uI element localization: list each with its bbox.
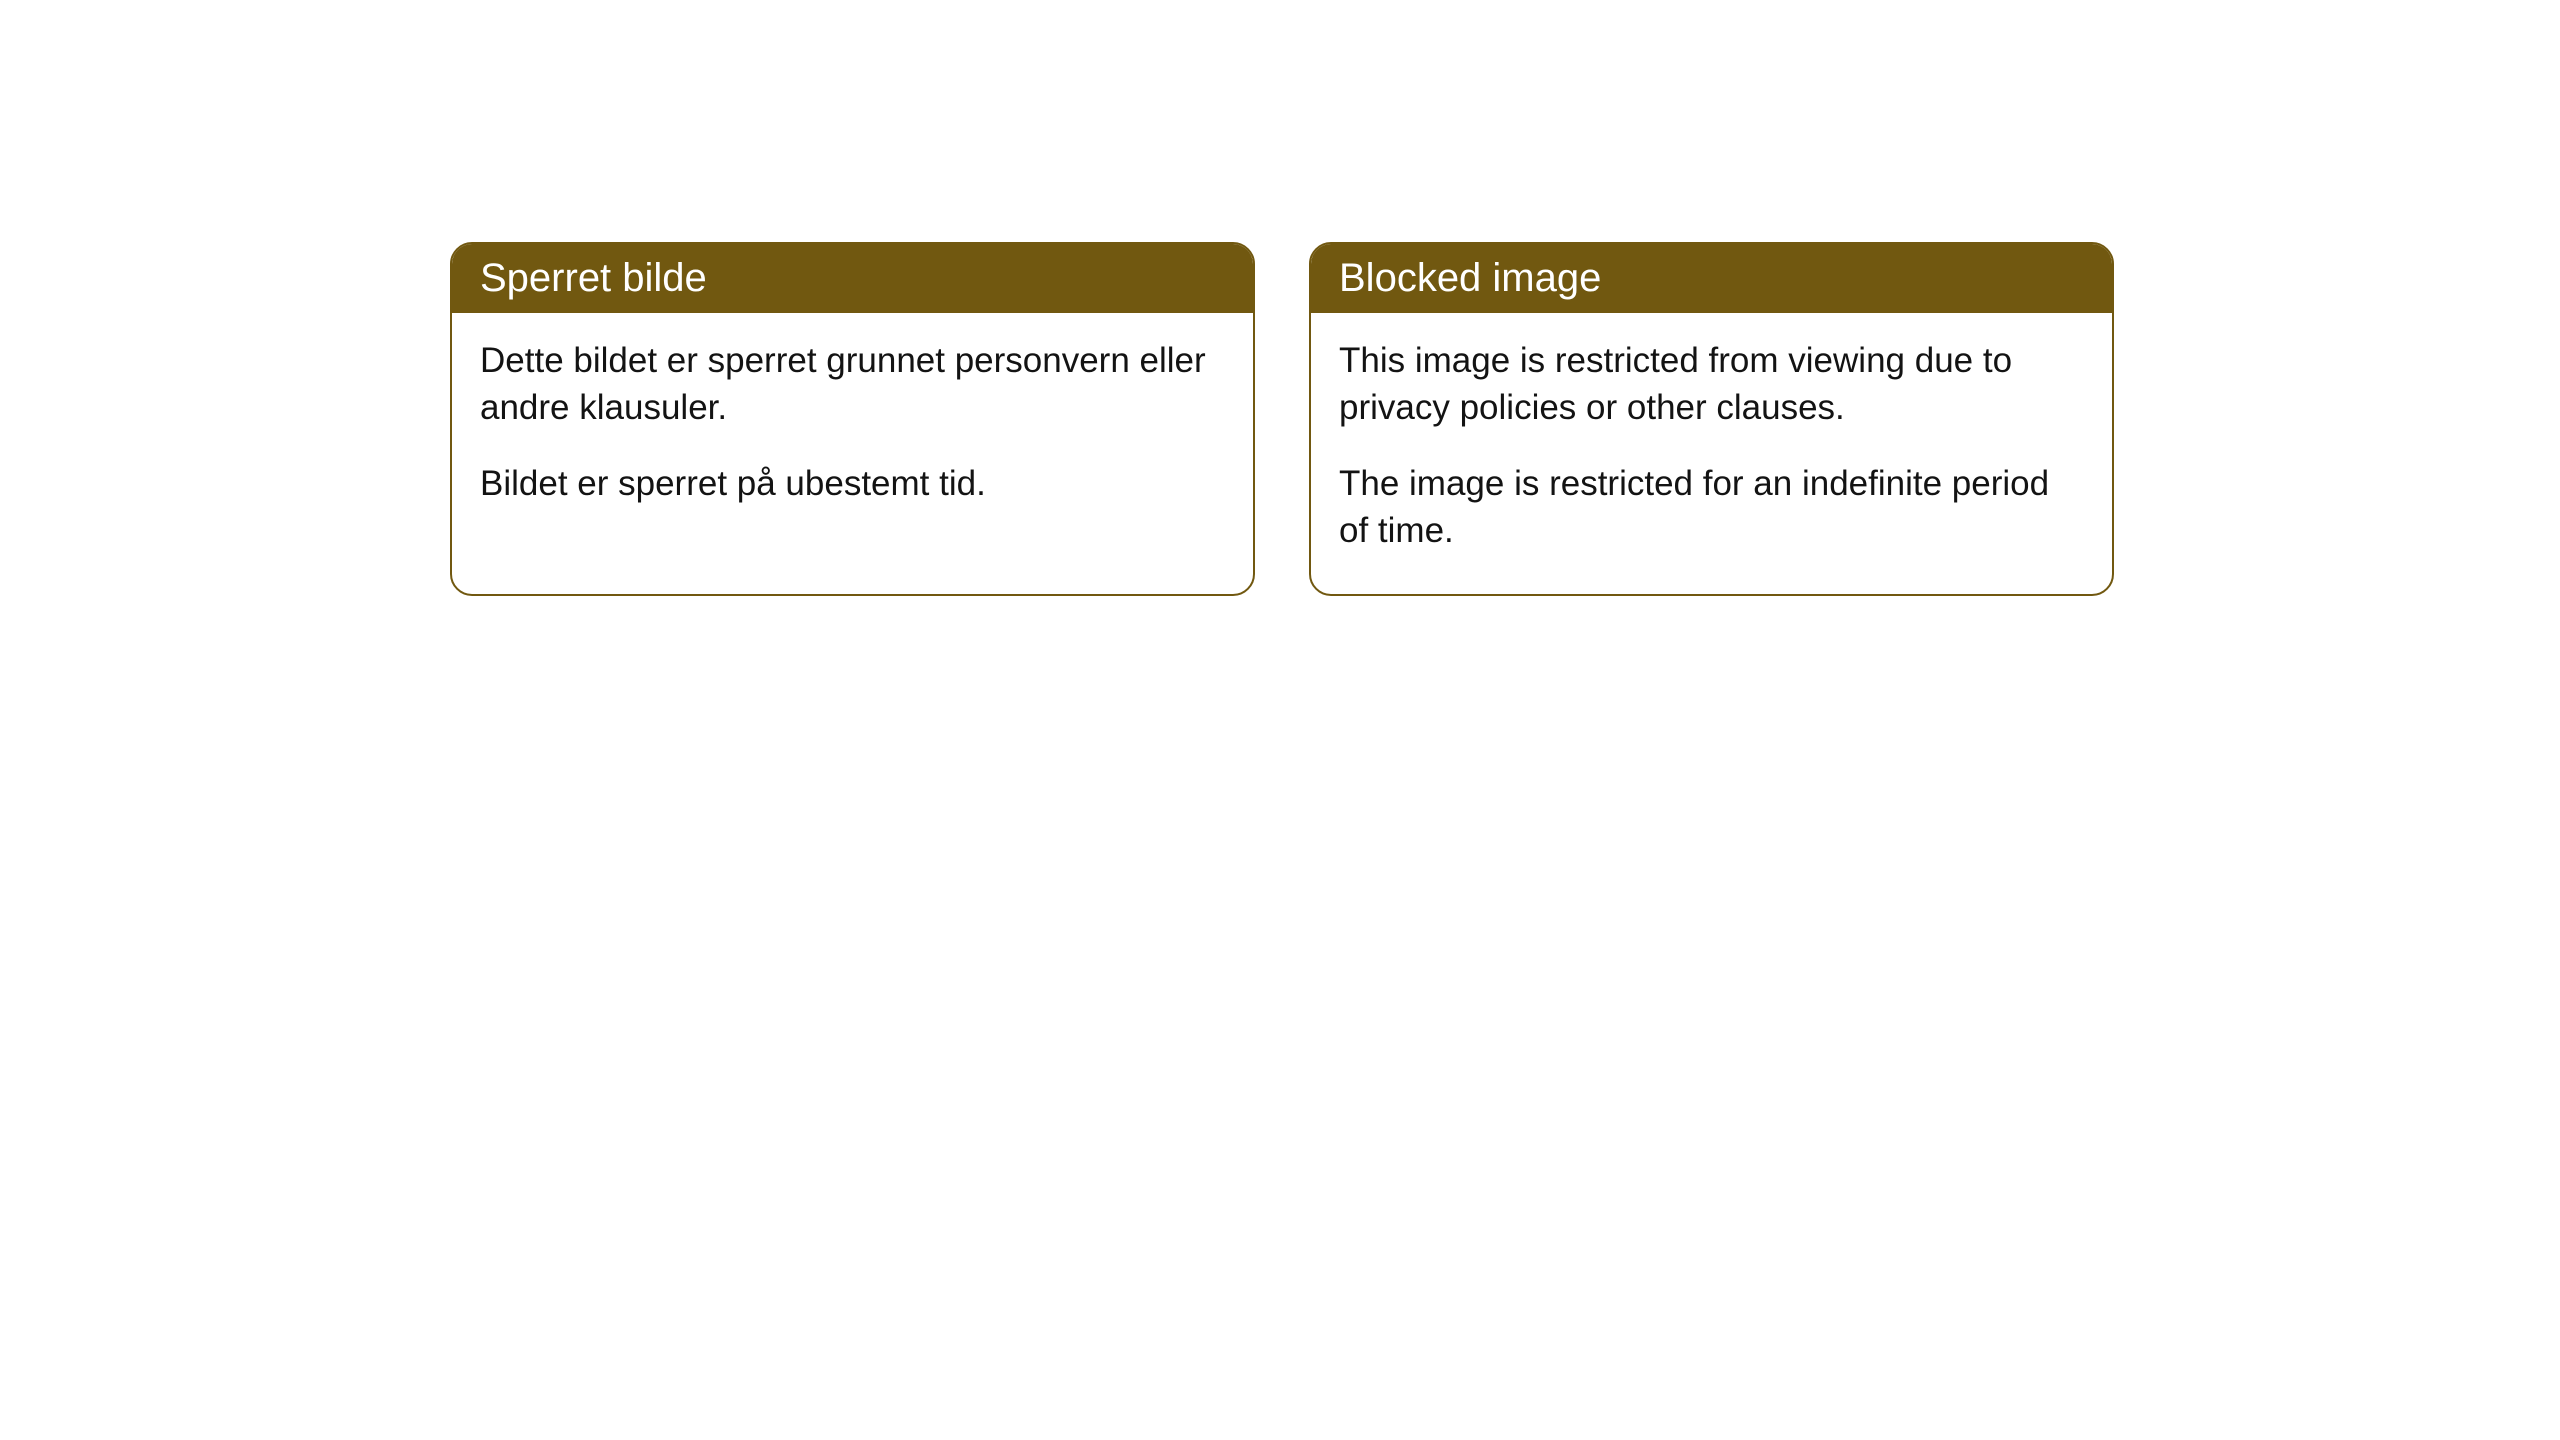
card-text-no-1: Dette bildet er sperret grunnet personve… xyxy=(480,337,1225,432)
card-body-en: This image is restricted from viewing du… xyxy=(1311,313,2112,594)
card-text-en-1: This image is restricted from viewing du… xyxy=(1339,337,2084,432)
card-header-en: Blocked image xyxy=(1311,244,2112,313)
notice-cards-container: Sperret bilde Dette bildet er sperret gr… xyxy=(450,242,2114,596)
card-header-no: Sperret bilde xyxy=(452,244,1253,313)
card-body-no: Dette bildet er sperret grunnet personve… xyxy=(452,313,1253,547)
blocked-image-card-en: Blocked image This image is restricted f… xyxy=(1309,242,2114,596)
blocked-image-card-no: Sperret bilde Dette bildet er sperret gr… xyxy=(450,242,1255,596)
card-text-no-2: Bildet er sperret på ubestemt tid. xyxy=(480,460,1225,507)
card-text-en-2: The image is restricted for an indefinit… xyxy=(1339,460,2084,555)
